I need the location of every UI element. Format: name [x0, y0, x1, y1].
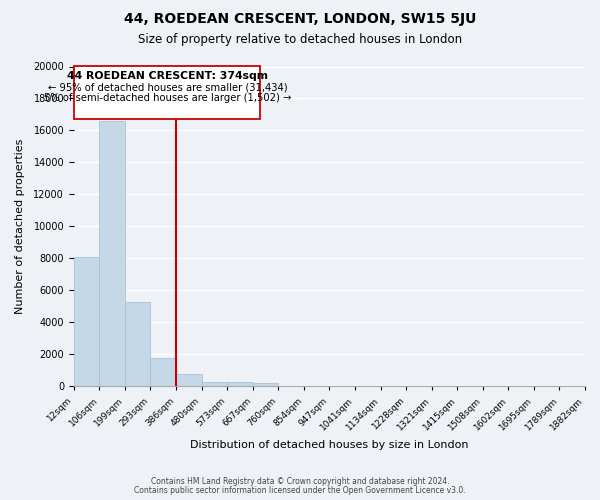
Bar: [74, 257, 100, 386]
Text: ← 95% of detached houses are smaller (31,434): ← 95% of detached houses are smaller (31…: [47, 82, 287, 92]
Bar: [151, 358, 176, 386]
Bar: [100, 121, 125, 386]
Text: Size of property relative to detached houses in London: Size of property relative to detached ho…: [138, 32, 462, 46]
Text: 44 ROEDEAN CRESCENT: 374sqm: 44 ROEDEAN CRESCENT: 374sqm: [67, 72, 268, 82]
Y-axis label: Number of detached properties: Number of detached properties: [15, 139, 25, 314]
Text: Contains HM Land Registry data © Crown copyright and database right 2024.: Contains HM Land Registry data © Crown c…: [151, 477, 449, 486]
Text: 44, ROEDEAN CRESCENT, LONDON, SW15 5JU: 44, ROEDEAN CRESCENT, LONDON, SW15 5JU: [124, 12, 476, 26]
Bar: [253, 384, 278, 386]
FancyBboxPatch shape: [74, 66, 260, 120]
Bar: [227, 382, 253, 386]
Bar: [125, 302, 151, 386]
Bar: [202, 382, 227, 386]
Text: Contains public sector information licensed under the Open Government Licence v3: Contains public sector information licen…: [134, 486, 466, 495]
Bar: [176, 374, 202, 386]
X-axis label: Distribution of detached houses by size in London: Distribution of detached houses by size …: [190, 440, 469, 450]
Text: 5% of semi-detached houses are larger (1,502) →: 5% of semi-detached houses are larger (1…: [44, 93, 291, 103]
